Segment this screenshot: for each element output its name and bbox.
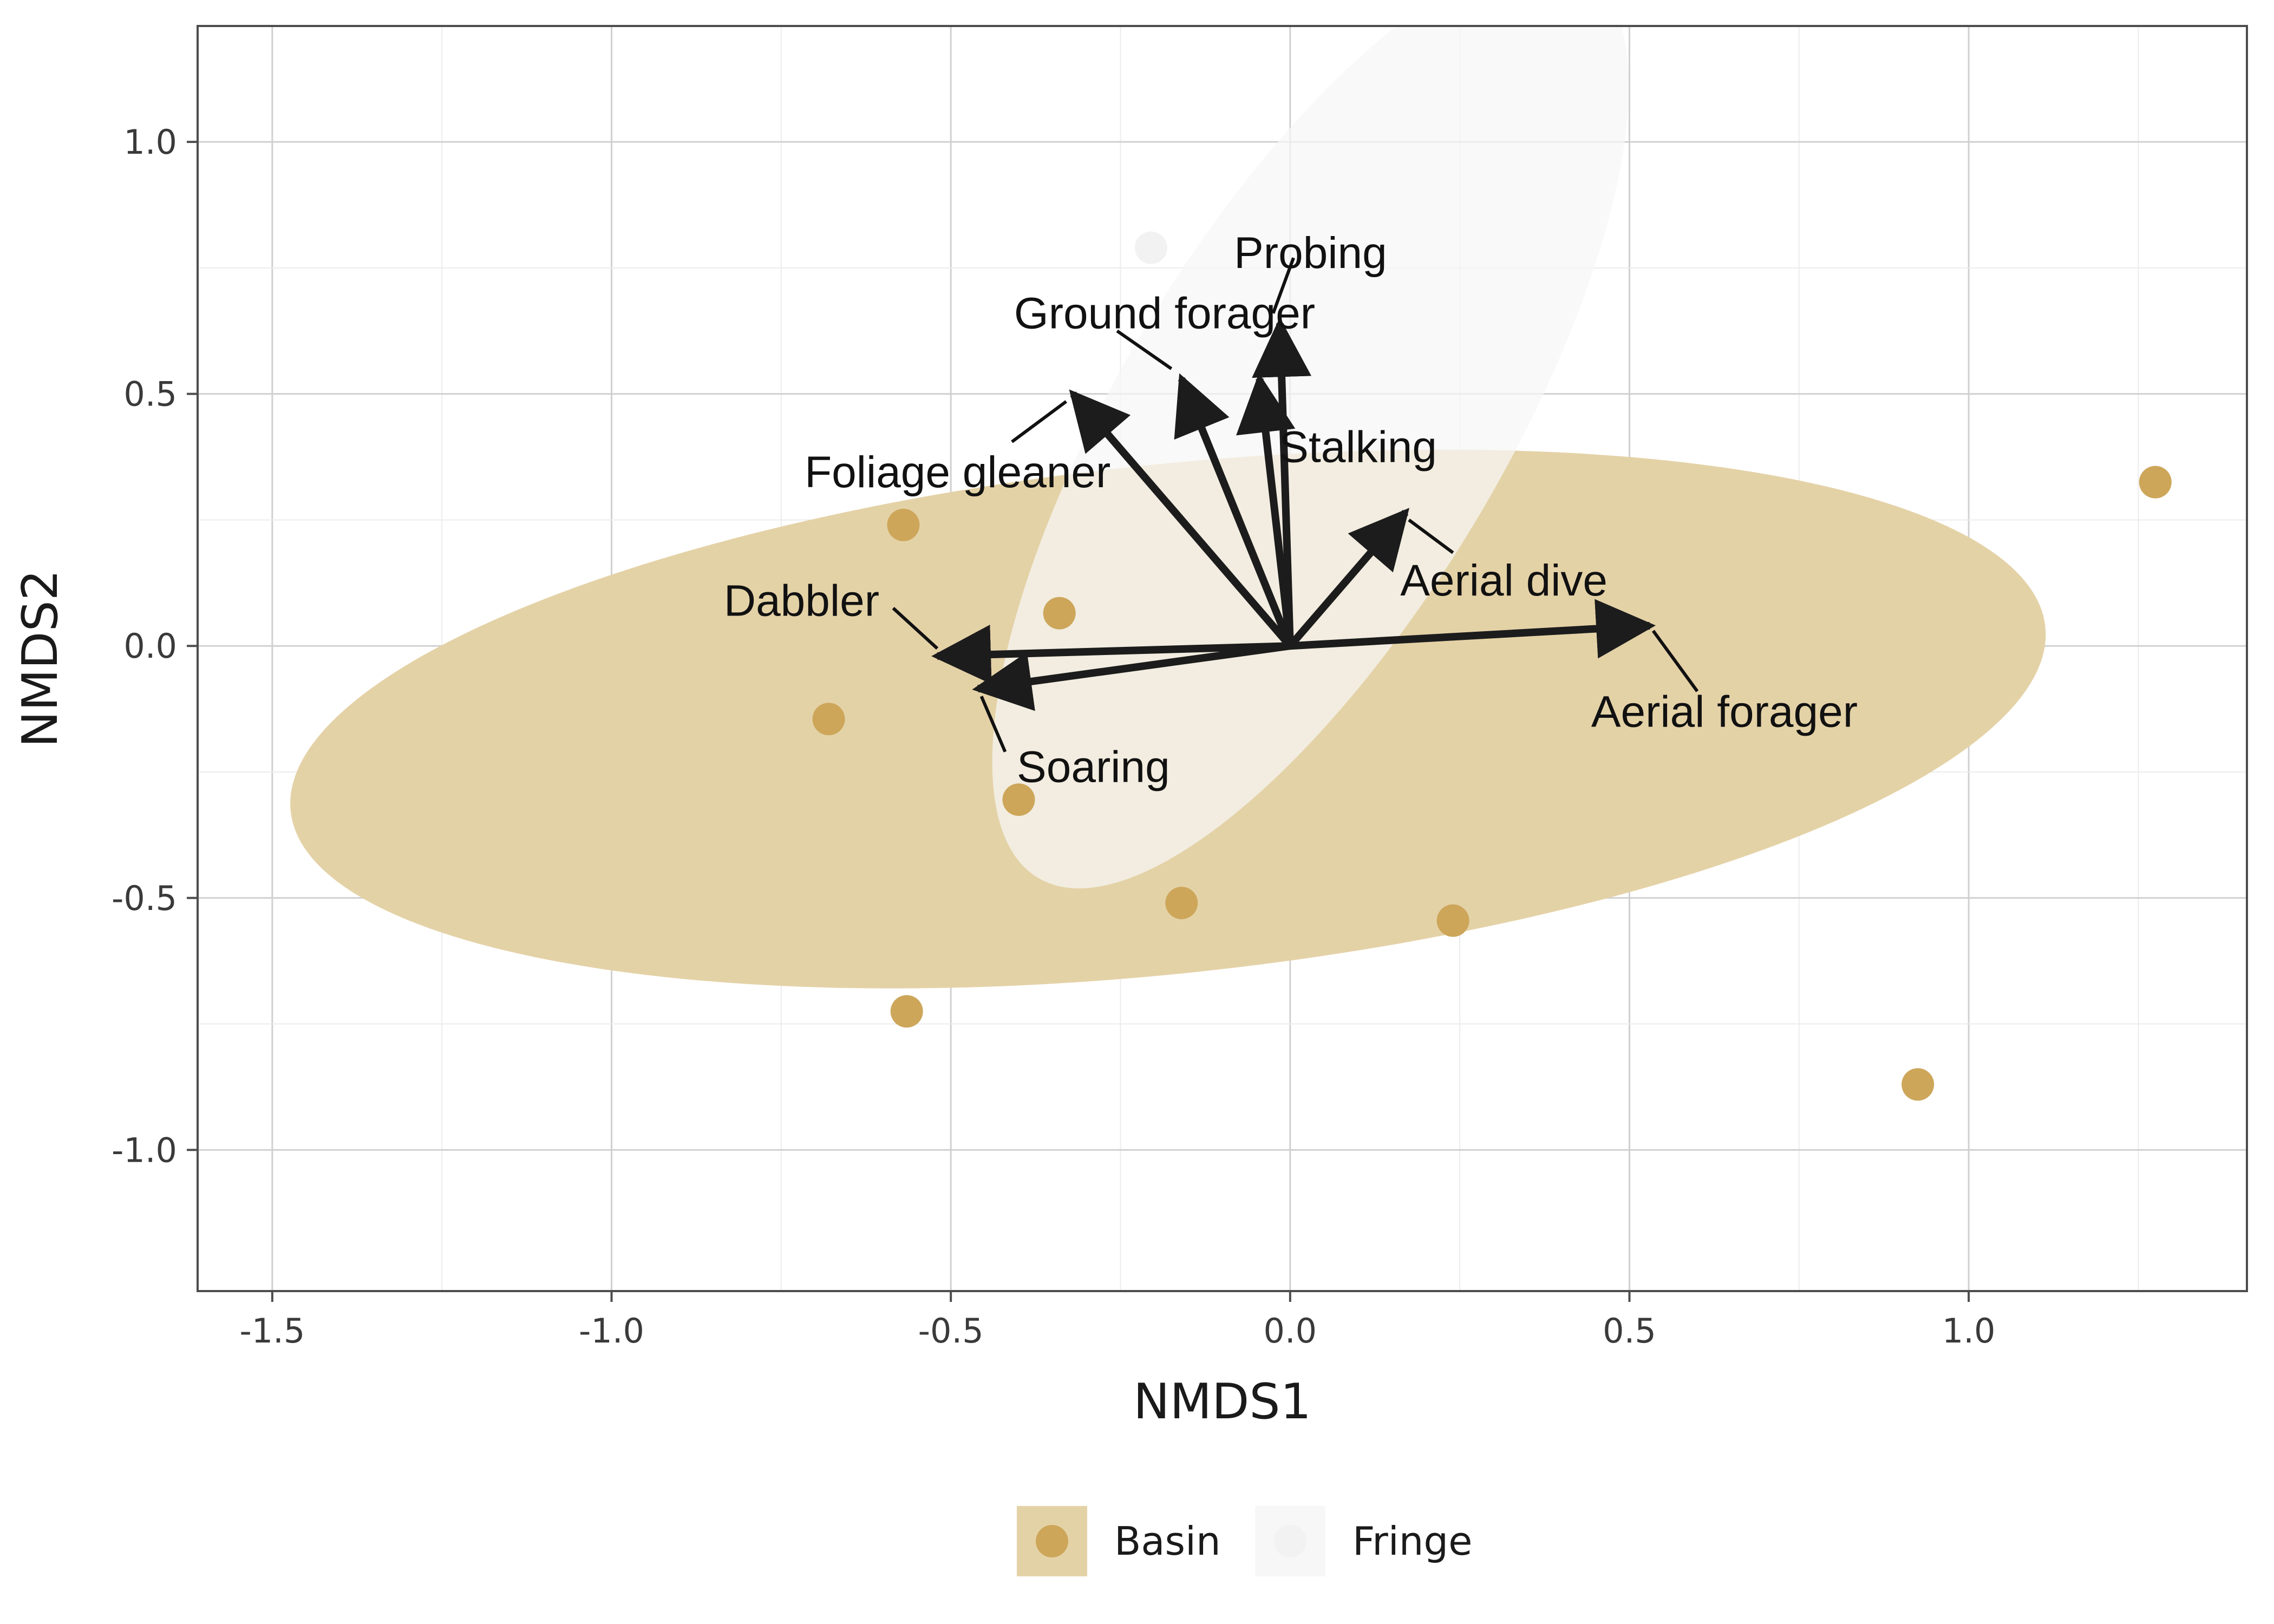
x-tick-label: 1.0 bbox=[1942, 1311, 1996, 1351]
leader-soaring bbox=[979, 696, 1007, 752]
plot-border bbox=[197, 25, 2248, 1292]
vector-label-soaring: Soaring bbox=[1017, 743, 1170, 792]
x-tick-label: -0.5 bbox=[918, 1311, 984, 1351]
legend-label-fringe: Fringe bbox=[1352, 1518, 1472, 1564]
axis-ticks: -1.5 -1.0 -0.5 0.0 0.5 1.0 -1.0 -0.5 0.0 0.5 1.0 bbox=[112, 122, 1995, 1351]
point-basin bbox=[1043, 597, 1076, 630]
point-basin bbox=[887, 508, 920, 541]
vector-label-ground-forager: Ground forager bbox=[1014, 289, 1315, 338]
point-basin bbox=[812, 703, 845, 736]
point-fringe bbox=[1134, 231, 1167, 264]
legend-marker-basin bbox=[1036, 1525, 1068, 1557]
vector-label-probing: Probing bbox=[1234, 228, 1387, 278]
point-basin bbox=[890, 995, 923, 1028]
ellipse-fringe bbox=[992, 26, 1629, 889]
x-tick-label: 0.0 bbox=[1264, 1311, 1317, 1351]
leader-probing bbox=[1271, 257, 1295, 314]
vector-soaring bbox=[972, 642, 1291, 711]
vector-ground-forager bbox=[1174, 373, 1294, 647]
vector-label-aerial-dive: Aerial dive bbox=[1400, 556, 1608, 605]
site-points bbox=[812, 231, 2172, 1101]
point-basin bbox=[1165, 887, 1198, 920]
vector-stalking bbox=[1236, 372, 1296, 647]
point-basin bbox=[2139, 466, 2172, 499]
y-axis-title: NMDS2 bbox=[12, 569, 69, 748]
leader-dabbler bbox=[892, 607, 939, 650]
vector-label-stalking: Stalking bbox=[1279, 422, 1437, 472]
y-tick-label: 0.5 bbox=[123, 375, 177, 414]
legend-label-basin: Basin bbox=[1114, 1518, 1221, 1564]
confidence-ellipses bbox=[290, 26, 2046, 988]
trait-vectors: Probing Ground forager Stalking Foliage gle… bbox=[724, 228, 1858, 792]
vector-aerial-dive bbox=[1287, 508, 1410, 649]
point-basin bbox=[1436, 904, 1469, 937]
y-tick-label: 0.0 bbox=[123, 626, 177, 666]
y-tick-label: 1.0 bbox=[123, 122, 177, 162]
vector-foliage-gleaner bbox=[1069, 389, 1293, 649]
x-tick-label: 0.5 bbox=[1603, 1311, 1656, 1351]
x-tick-label: -1.5 bbox=[239, 1311, 305, 1351]
leader-aerial-forager bbox=[1651, 630, 1699, 692]
legend-marker-fringe bbox=[1274, 1525, 1306, 1557]
legend: Basin Fringe bbox=[1017, 1506, 1472, 1576]
x-tick-label: -1.0 bbox=[579, 1311, 644, 1351]
leader-ground-forager bbox=[1116, 329, 1173, 370]
vector-label-foliage-gleaner: Foliage gleaner bbox=[805, 448, 1110, 497]
leader-foliage-gleaner bbox=[1011, 400, 1068, 443]
vector-label-dabbler: Dabbler bbox=[724, 576, 879, 625]
vector-aerial-forager bbox=[1290, 599, 1656, 659]
leader-aerial-dive bbox=[1408, 519, 1454, 554]
y-tick-label: -0.5 bbox=[112, 879, 177, 918]
vector-label-aerial-forager: Aerial forager bbox=[1591, 687, 1858, 736]
point-basin bbox=[1901, 1068, 1935, 1101]
point-basin bbox=[1002, 783, 1035, 816]
x-axis-title: NMDS1 bbox=[1133, 1373, 1311, 1430]
y-tick-label: -1.0 bbox=[112, 1130, 177, 1170]
